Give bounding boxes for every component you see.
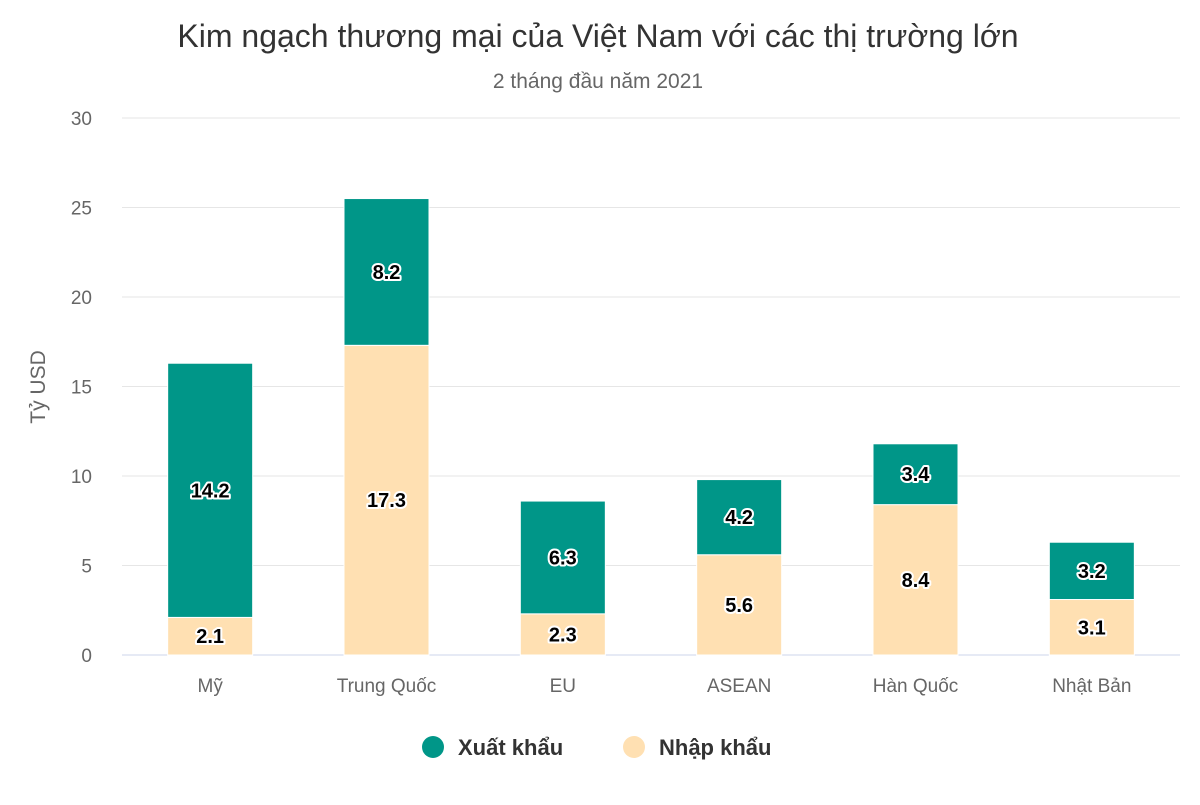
data-label-nhap-khau: 17.3 (367, 490, 406, 512)
data-label-nhap-khau: 2.3 (549, 624, 577, 646)
bar-xuat-khau (1048, 541, 1135, 601)
y-tick-label: 10 (71, 467, 92, 488)
data-label-nhap-khau: 8.4 (902, 570, 931, 592)
bar-xuat-khau (519, 500, 606, 615)
bar-nhap-khau (167, 616, 254, 656)
data-label-nhap-khau: 2.1 (196, 626, 224, 648)
y-tick-label: 15 (71, 378, 92, 399)
chart-title: Kim ngạch thương mại của Việt Nam với cá… (177, 18, 1018, 54)
data-label-xuat-khau: 14.2 (191, 480, 230, 502)
legend-marker (623, 736, 645, 758)
x-tick-label: ASEAN (707, 676, 771, 697)
data-label-xuat-khau: 8.2 (373, 262, 401, 284)
y-tick-label: 0 (81, 646, 92, 667)
bar-nhap-khau (519, 613, 606, 656)
legend-item: Xuất khẩu (458, 735, 563, 760)
x-tick-label: EU (550, 676, 576, 697)
data-label-xuat-khau: 3.4 (902, 464, 931, 486)
data-label-xuat-khau: 6.3 (549, 547, 577, 569)
data-label-xuat-khau: 3.2 (1078, 561, 1106, 583)
y-tick-label: 30 (71, 109, 92, 130)
bar-nhap-khau (1048, 599, 1135, 656)
bar-xuat-khau (343, 198, 430, 346)
x-tick-label: Trung Quốc (337, 676, 437, 697)
x-tick-label: Mỹ (198, 676, 224, 697)
y-tick-label: 20 (71, 288, 92, 309)
y-tick-label: 5 (81, 557, 92, 578)
data-label-nhap-khau: 5.6 (725, 595, 753, 617)
data-label-xuat-khau: 4.2 (725, 507, 753, 529)
bar-xuat-khau (167, 362, 254, 618)
bar-nhap-khau (696, 554, 783, 656)
x-tick-label: Hàn Quốc (873, 676, 959, 697)
legend-marker (422, 736, 444, 758)
bar-xuat-khau (872, 443, 959, 506)
data-label-nhap-khau: 3.1 (1078, 617, 1106, 639)
chart-subtitle: 2 tháng đầu năm 2021 (493, 70, 703, 93)
y-axis-label: Tỷ USD (27, 350, 50, 424)
bar-nhap-khau (343, 344, 430, 656)
legend-item: Nhập khẩu (659, 735, 771, 760)
x-tick-label: Nhật Bản (1052, 676, 1131, 697)
y-tick-label: 25 (71, 199, 92, 220)
bar-nhap-khau (872, 504, 959, 656)
bar-xuat-khau (696, 479, 783, 556)
